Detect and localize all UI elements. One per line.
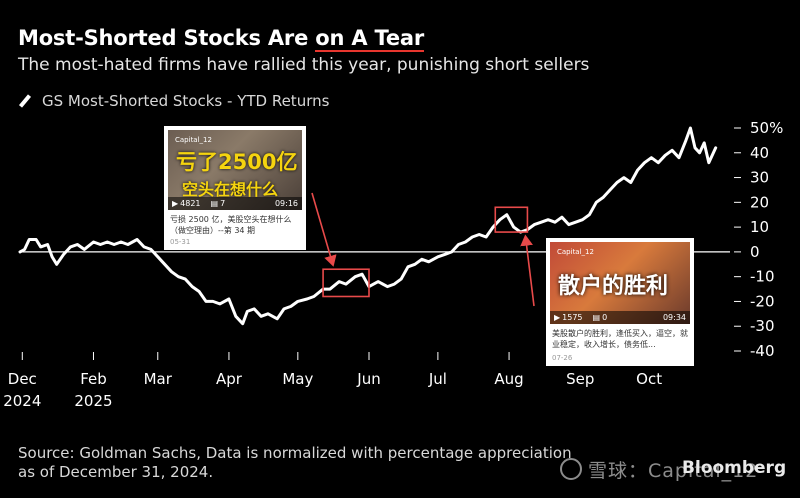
arrow-card2 — [520, 234, 535, 307]
channel-tag: Capital_12 — [557, 248, 594, 256]
title-prefix: Most-Shorted Stocks Are — [18, 26, 316, 50]
video-date: 05-31 — [170, 238, 191, 246]
source-line-2: as of December 31, 2024. — [18, 463, 214, 481]
watermark: 雪球：Capital_12 — [560, 456, 758, 483]
highlight-box — [494, 206, 529, 233]
annotation-arrows — [311, 192, 535, 307]
video-caption: 亏损 2500 亿，美股空头在想什么（做空理由）--第 34 期 — [170, 215, 292, 235]
y-tick-label: -20 — [750, 292, 775, 310]
play-icon: ▶ — [554, 313, 561, 322]
y-tick-label: 0 — [750, 243, 760, 261]
video-duration: 09:16 — [274, 199, 298, 208]
play-icon: ▶ — [172, 199, 179, 208]
source-line-1: Source: Goldman Sachs, Data is normalize… — [18, 444, 572, 462]
y-tick-label: 10 — [750, 218, 769, 236]
video-date: 07-26 — [552, 354, 573, 362]
source-note: Source: Goldman Sachs, Data is normalize… — [18, 444, 638, 482]
video-duration: 09:34 — [662, 313, 686, 322]
view-count: 4821 — [180, 199, 201, 208]
y-tick-label: -40 — [750, 342, 775, 360]
x-tick-year-label: 2024 — [3, 392, 41, 410]
thumbnail-headline-1: 亏了2500亿 — [176, 150, 298, 174]
y-tick-label: -30 — [750, 317, 775, 335]
highlight-box — [322, 268, 370, 298]
video-card-shorts[interactable]: Capital_12 亏了2500亿 空头在想什么 ▶ 4821 ▤ 7 09:… — [164, 126, 306, 250]
y-tick-label: 20 — [750, 193, 769, 211]
x-tick-year-label: 2025 — [74, 392, 112, 410]
thumbnail-headline: 散户的胜利 — [558, 274, 669, 299]
legend: GS Most-Shorted Stocks - YTD Returns — [18, 92, 329, 110]
video-thumbnail: Capital_12 散户的胜利 — [550, 242, 690, 324]
x-tick-label: May — [282, 370, 313, 388]
x-tick-label: Dec — [8, 370, 37, 388]
watermark-text: 雪球：Capital_12 — [588, 460, 759, 482]
video-stats: ▶ 4821 ▤ 7 09:16 — [168, 197, 302, 210]
highlight-boxes — [322, 206, 529, 298]
arrow-card1 — [311, 192, 337, 267]
chart-subtitle: The most-hated firms have rallied this y… — [18, 55, 590, 75]
snowball-logo-icon — [560, 458, 582, 480]
y-tick-label: -10 — [750, 268, 775, 286]
video-stats: ▶ 1575 ▤ 0 09:34 — [550, 311, 690, 324]
title-highlight: on A Tear — [315, 26, 425, 52]
x-tick-label: Oct — [636, 370, 662, 388]
y-tick-label: 40 — [750, 144, 769, 162]
comment-icon: ▤ — [210, 199, 219, 208]
channel-tag: Capital_12 — [175, 136, 212, 144]
x-tick-label: Mar — [144, 370, 173, 388]
video-card-retail[interactable]: Capital_12 散户的胜利 ▶ 1575 ▤ 0 09:34 美股散户的胜… — [546, 238, 694, 366]
comment-count: 0 — [602, 313, 608, 322]
comment-icon: ▤ — [592, 313, 601, 322]
x-axis: Dec 2024 Feb 2025 Mar Apr May Jun Jul Aug Sep Oct — [3, 352, 662, 410]
x-tick-label: Feb — [80, 370, 107, 388]
x-tick-label: Jul — [428, 370, 447, 388]
comment-count: 7 — [220, 199, 226, 208]
view-count: 1575 — [562, 313, 583, 322]
x-tick-label: Sep — [566, 370, 594, 388]
y-axis: 50% 40 30 20 10 0 -10 -20 -30 -40 — [734, 119, 783, 360]
thumbnail-headline-2: 空头在想什么 — [182, 180, 279, 199]
chart-title: Most-Shorted Stocks Are on A Tear — [18, 26, 425, 52]
legend-label: GS Most-Shorted Stocks - YTD Returns — [42, 92, 330, 110]
y-tick-label: 30 — [750, 169, 769, 187]
series-line — [18, 126, 718, 326]
video-thumbnail: Capital_12 亏了2500亿 空头在想什么 — [168, 130, 302, 210]
x-tick-label: Aug — [494, 370, 523, 388]
x-tick-label: Jun — [356, 370, 380, 388]
y-tick-label: 50% — [750, 119, 783, 137]
brand-logo: Bloomberg — [682, 458, 787, 478]
x-tick-label: Apr — [216, 370, 243, 388]
video-caption: 美股散户的胜利，逢低买入，逼空，就业稳定，收入增长，债务低... — [552, 329, 688, 349]
